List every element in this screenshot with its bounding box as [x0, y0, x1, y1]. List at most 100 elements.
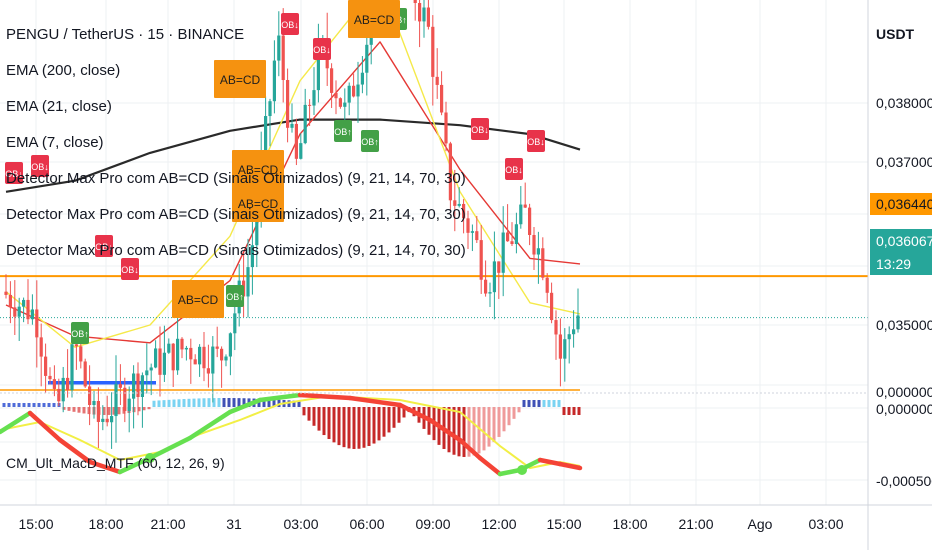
legend-ema21[interactable]: EMA (21, close) — [6, 98, 112, 115]
time-tick-label: 18:00 — [612, 516, 647, 532]
candle-body — [431, 26, 435, 77]
macd-histogram-bar — [82, 407, 86, 414]
macd-histogram-bar — [62, 407, 66, 410]
currency-label[interactable]: USDT — [876, 26, 915, 42]
macd-histogram-bar — [472, 407, 476, 456]
candle-body — [352, 85, 356, 97]
macd-histogram-bar — [47, 403, 51, 407]
macd-histogram-bar — [317, 407, 321, 431]
ob-bearish-marker — [281, 13, 299, 35]
macd-line-segment — [227, 397, 263, 415]
macd-histogram-bar — [547, 400, 551, 407]
candle-body — [272, 60, 276, 102]
candle-body — [70, 344, 74, 391]
candle-body — [444, 112, 448, 144]
ob-bearish-marker — [313, 38, 331, 60]
candle-body — [74, 344, 78, 347]
macd-line-segment — [257, 392, 303, 403]
legend-detector-3[interactable]: Detector Max Pro com AB=CD (Sinais Otimi… — [6, 242, 466, 259]
candle-body — [13, 307, 17, 317]
candle-body — [550, 292, 554, 321]
macd-histogram-bar — [372, 407, 376, 444]
last-price-badge: 0,036067 — [870, 229, 932, 253]
legend-detector-2[interactable]: Detector Max Pro com AB=CD (Sinais Otimi… — [6, 206, 466, 223]
candle-body — [171, 343, 175, 371]
ob-bearish-marker — [471, 118, 489, 140]
ob-bullish-marker — [71, 322, 89, 344]
candle-body — [184, 347, 188, 350]
candle-body — [92, 401, 96, 405]
ob-marker-label: OB↓ — [31, 162, 49, 172]
candle-body — [26, 299, 30, 320]
ob-marker-label: OB↓ — [121, 265, 139, 275]
candle-body — [277, 35, 281, 61]
candle-body — [572, 329, 576, 335]
candle-body — [365, 44, 369, 73]
abcd-pattern-box — [232, 184, 284, 222]
macd-line-segment — [117, 455, 153, 475]
candle-body — [233, 313, 237, 334]
macd-histogram-bar — [537, 400, 541, 407]
candle-body — [88, 386, 92, 405]
legend-macd[interactable]: CM_Ult_MacD_MTF (60, 12, 26, 9) — [6, 455, 225, 471]
candle-body — [316, 42, 320, 91]
candle-body — [576, 315, 580, 330]
macd-histogram-bar — [527, 400, 531, 407]
legend-ema200[interactable]: EMA (200, close) — [6, 62, 121, 79]
candle-body — [66, 377, 70, 391]
price-tick-label: 0,038000 — [876, 95, 932, 111]
macd-histogram-bar — [342, 407, 346, 448]
ob-marker-label: OB↑ — [361, 137, 379, 147]
legend-ema7[interactable]: EMA (7, close) — [6, 134, 104, 151]
candle-body — [101, 418, 105, 422]
candle-body — [484, 279, 488, 294]
candle-body — [180, 338, 184, 350]
macd-histogram-bar — [7, 403, 11, 407]
ob-bearish-marker — [505, 158, 523, 180]
candle-body — [176, 338, 180, 371]
abcd-pattern-box — [214, 60, 266, 98]
candle-body — [510, 241, 514, 245]
candle-body — [79, 346, 83, 362]
macd-histogram-bar — [237, 398, 241, 407]
candle-body — [558, 334, 562, 359]
macd-histogram-bar — [172, 399, 176, 407]
abcd-pattern-box — [232, 150, 284, 188]
candle-body — [501, 232, 505, 273]
candle-body — [145, 370, 149, 376]
macd-histogram-bar — [307, 407, 311, 421]
abcd-pattern-box — [348, 0, 400, 38]
candle-body — [140, 375, 144, 397]
candle-body — [61, 377, 65, 402]
macd-line-segment — [557, 461, 583, 471]
macd-histogram-bar — [532, 400, 536, 407]
candle-body — [158, 348, 162, 375]
candle-body — [532, 234, 536, 255]
time-tick-label: 18:00 — [88, 516, 123, 532]
candle-body — [123, 387, 127, 411]
candle-body — [360, 72, 364, 85]
macd-line-segment — [397, 402, 433, 423]
legend-detector-1[interactable]: Detector Max Pro com AB=CD (Sinais Otimi… — [6, 170, 466, 187]
macd-histogram-bar — [2, 403, 6, 407]
candle-body — [554, 320, 558, 335]
macd-histogram-bar — [87, 407, 91, 415]
symbol-title[interactable]: PENGU / TetherUS · 15 · BINANCE — [6, 26, 245, 43]
candle-body — [303, 104, 307, 144]
candle-body — [83, 361, 87, 387]
macd-line-segment — [427, 417, 463, 443]
candle-body — [105, 418, 109, 423]
candle-body — [118, 384, 122, 388]
candle-body — [426, 7, 430, 27]
time-tick-label: Ago — [748, 516, 773, 532]
candle-body — [228, 333, 232, 357]
macd-histogram-bar — [297, 400, 301, 407]
macd-histogram-bar — [102, 407, 106, 415]
macd-histogram-bar — [477, 407, 481, 454]
macd-histogram-bar — [217, 398, 221, 407]
time-tick-label: 09:00 — [415, 516, 450, 532]
macd-histogram-bar — [452, 407, 456, 455]
candle-body — [440, 84, 444, 113]
